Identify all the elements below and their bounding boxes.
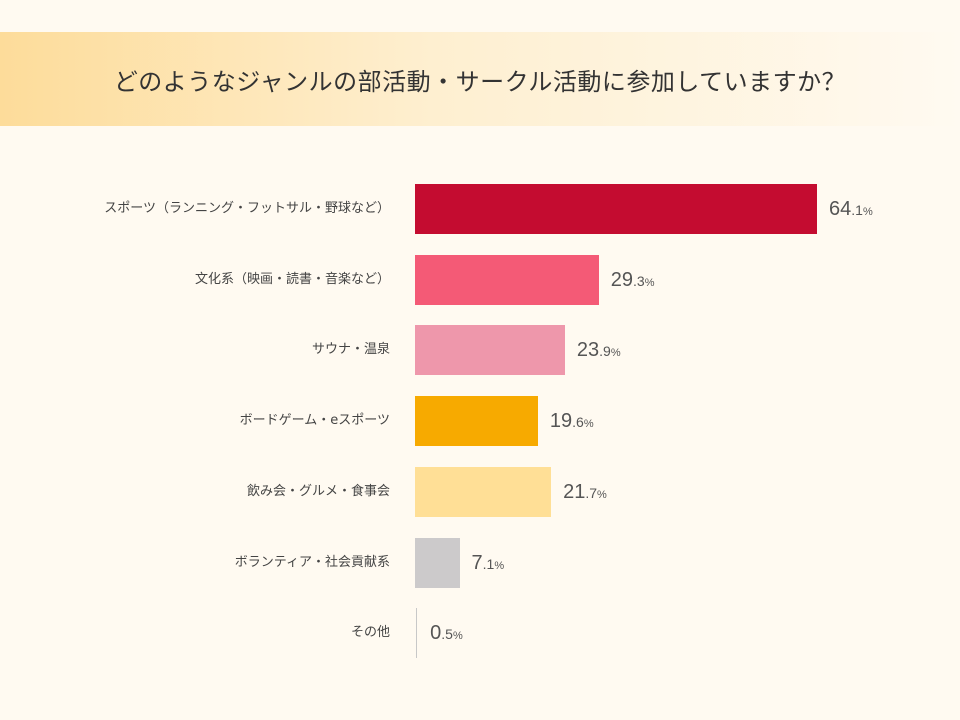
bar bbox=[415, 396, 538, 447]
bar bbox=[415, 184, 817, 234]
title-band bbox=[0, 32, 960, 126]
data-label: 19.6% bbox=[549, 410, 594, 433]
category-label: 飲み会・グルメ・食事会 bbox=[246, 483, 390, 499]
data-label: 0.5% bbox=[430, 622, 463, 645]
category-label: スポーツ（ランニング・フットサル・野球など） bbox=[104, 201, 390, 216]
category-label: ボランティア・社会貢献系 bbox=[234, 554, 390, 570]
data-label: 7.1% bbox=[471, 551, 505, 574]
data-label: 29.3% bbox=[610, 268, 655, 291]
bar bbox=[415, 537, 460, 588]
category-label: 文化系（映画・読書・音楽など） bbox=[194, 271, 390, 287]
category-label: ボードゲーム・eスポーツ bbox=[239, 413, 390, 429]
bar bbox=[415, 325, 565, 376]
axis-line bbox=[416, 608, 417, 658]
bar bbox=[415, 466, 552, 517]
category-label: その他 bbox=[350, 625, 390, 641]
bar bbox=[415, 254, 599, 305]
chart-title: どのようなジャンルの部活動・サークル活動に参加していますか？ bbox=[113, 68, 847, 96]
category-label: サウナ・温泉 bbox=[311, 342, 390, 358]
data-label: 64.1% bbox=[829, 198, 873, 220]
data-label: 21.7% bbox=[563, 480, 607, 503]
data-label: 23.9% bbox=[576, 339, 621, 362]
